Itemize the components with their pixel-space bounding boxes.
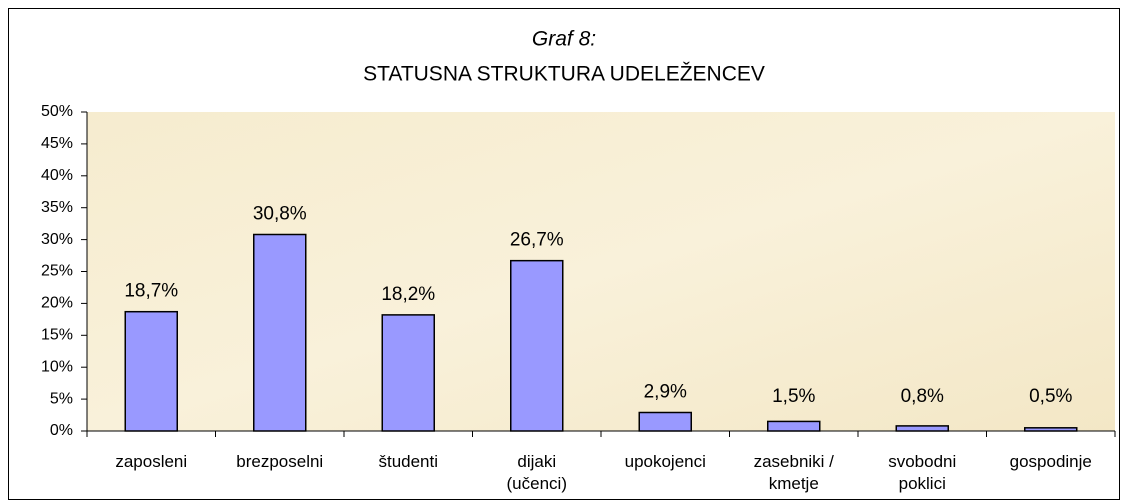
y-tick-label: 10% (41, 358, 73, 375)
y-tick-label: 20% (41, 295, 73, 312)
x-tick-label: gospodinje (1009, 452, 1092, 471)
x-tick-label: študenti (378, 452, 439, 471)
y-tick-label: 0% (50, 422, 73, 439)
bar (767, 420, 821, 432)
bar (381, 314, 435, 432)
y-tick-label: 25% (41, 263, 73, 280)
y-tick-label: 40% (41, 167, 73, 184)
bar (510, 259, 564, 432)
x-tick-label: zaposleni (115, 452, 188, 471)
data-label: 18,7% (124, 281, 178, 302)
data-label: 30,8% (253, 204, 307, 225)
bar (124, 310, 178, 432)
y-tick-label: 30% (41, 231, 73, 248)
plot-area (87, 112, 1115, 431)
x-tick-label: zasebniki / kmetje (753, 452, 834, 493)
data-label: 26,7% (510, 230, 564, 251)
x-tick-label: dijaki (učenci) (506, 452, 567, 493)
bar (895, 425, 949, 432)
y-tick-label: 45% (41, 135, 73, 152)
y-tick-label: 35% (41, 199, 73, 216)
data-label: 18,2% (381, 284, 435, 305)
chart-title: Graf 8: (532, 28, 596, 51)
bar (1024, 427, 1078, 432)
data-label: 1,5% (772, 386, 815, 407)
y-tick-label: 5% (50, 390, 73, 407)
chart-subtitle: STATUSNA STRUKTURA UDELEŽENCEV (363, 63, 765, 86)
data-label: 0,8% (901, 386, 944, 407)
y-tick-label: 15% (41, 327, 73, 344)
bar (253, 233, 307, 432)
data-label: 2,9% (644, 382, 687, 403)
bar (638, 411, 692, 432)
x-tick-label: brezposelni (236, 452, 324, 471)
x-tick-label: upokojenci (624, 452, 706, 471)
data-label: 0,5% (1029, 386, 1072, 407)
x-tick-label: svobodni poklici (888, 452, 957, 493)
y-tick-label: 50% (41, 103, 73, 120)
